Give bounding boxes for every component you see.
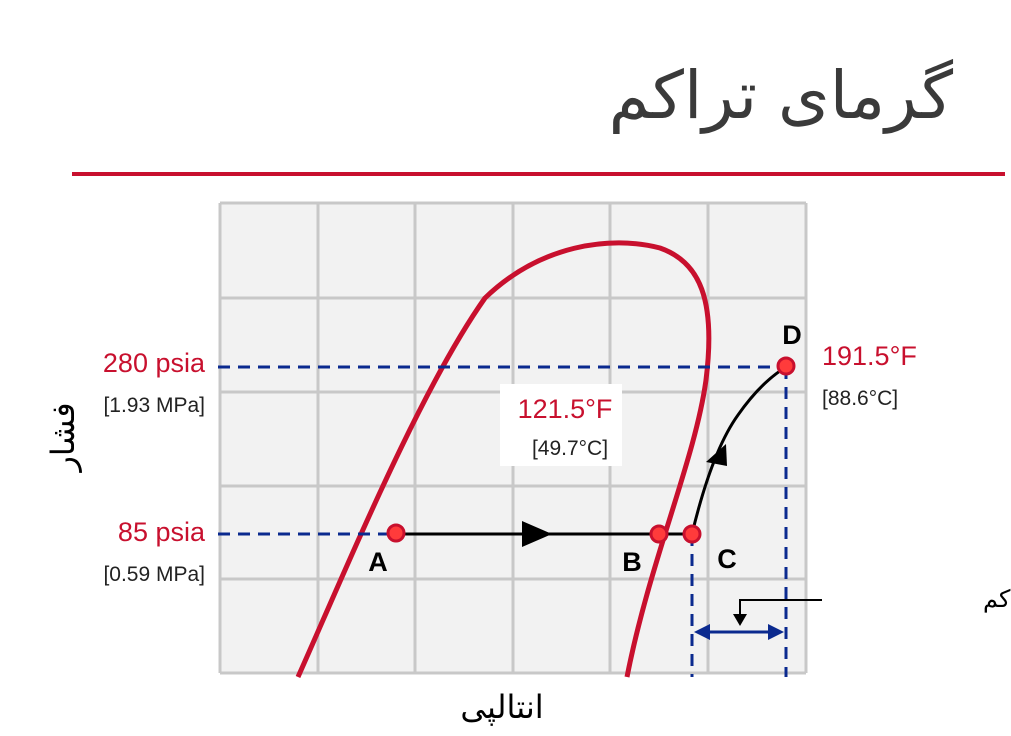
- pressure-low-metric: [0.59 MPa]: [103, 563, 205, 586]
- title-divider: [72, 172, 1005, 176]
- pressure-high-metric: [1.93 MPa]: [103, 394, 205, 417]
- temperature-discharge-label: 191.5°F: [822, 341, 917, 371]
- point-label-b: B: [622, 547, 642, 577]
- state-points: [386, 356, 796, 544]
- dashed-guides: [218, 365, 788, 677]
- temperature-saturation-label: 121.5°F: [518, 394, 613, 424]
- point-b-marker: [649, 524, 669, 544]
- point-label-c: C: [717, 544, 737, 574]
- compression-heat-annotation: گرمای تراکم: [983, 585, 1011, 613]
- page-title: گرمای تراکم: [608, 57, 953, 134]
- point-label-d: D: [782, 320, 802, 350]
- grid-lines: [218, 201, 808, 675]
- point-c-marker: [682, 524, 702, 544]
- arrow-right-icon: [522, 521, 552, 547]
- leader-arrow-down-icon: [733, 614, 747, 626]
- span-arrow-left-icon: [694, 624, 710, 640]
- pressure-low-label: 85 psia: [118, 517, 206, 547]
- point-a-marker: [386, 523, 406, 543]
- arrow-up-icon: [706, 444, 727, 466]
- temperature-saturation-metric: [49.7°C]: [532, 437, 608, 460]
- saturation-dome: [295, 240, 712, 679]
- temperature-discharge-metric: [88.6°C]: [822, 387, 898, 410]
- point-label-a: A: [368, 547, 388, 577]
- span-arrow-right-icon: [768, 624, 784, 640]
- annotation-leader: [739, 599, 822, 618]
- point-d-marker: [776, 356, 796, 376]
- compression-curve: [690, 365, 787, 535]
- x-axis-label: انتالپی: [460, 688, 543, 726]
- y-axis-label: فشار: [44, 402, 82, 473]
- label-background: [500, 384, 622, 466]
- pressure-high-label: 280 psia: [103, 348, 206, 378]
